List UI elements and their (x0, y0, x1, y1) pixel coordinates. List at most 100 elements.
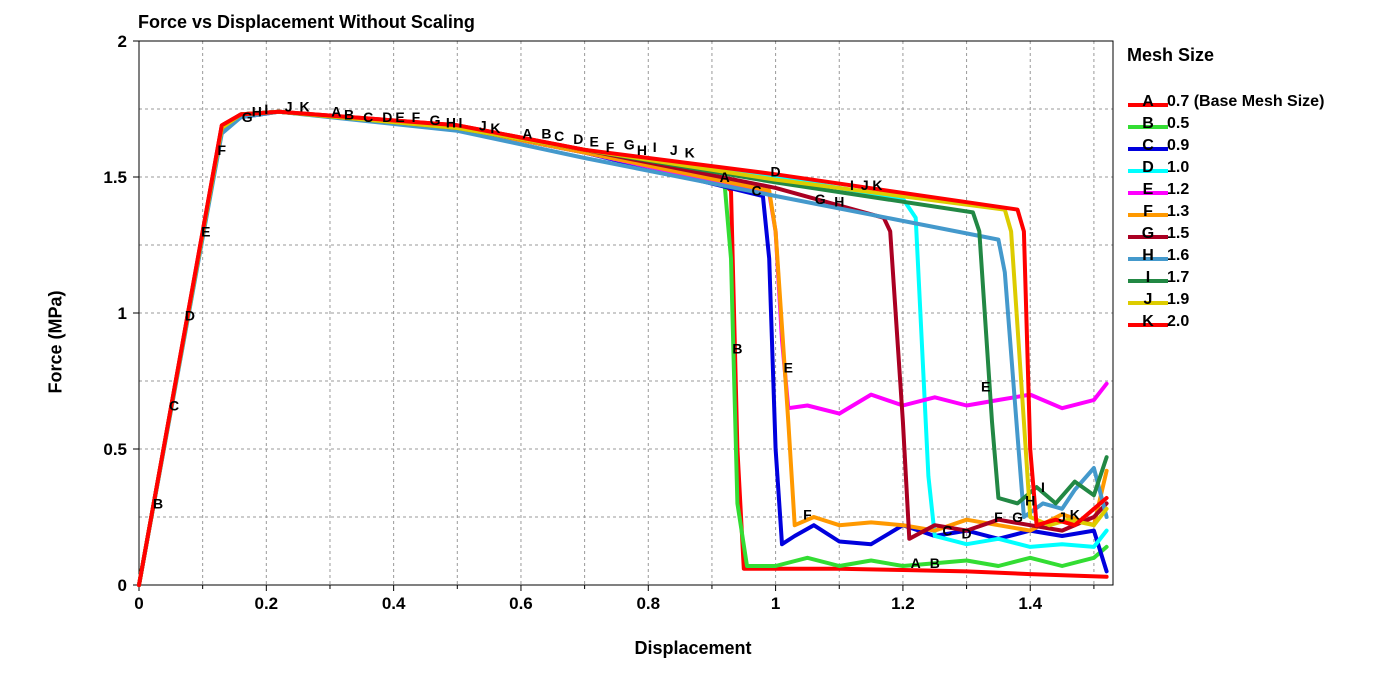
series-marker-k: K (1070, 506, 1080, 522)
series-marker-d: D (771, 164, 781, 180)
series-marker-j: J (861, 177, 869, 193)
series-marker-c: C (751, 183, 761, 199)
series-marker-a: A (720, 169, 730, 185)
series-marker-h: H (637, 142, 647, 158)
y-tick-label: 0 (118, 576, 127, 595)
x-tick-label: 0.8 (636, 594, 660, 613)
series-marker-j: J (670, 142, 678, 158)
legend-label-i: 1.7 (1167, 269, 1189, 286)
series-marker-g: G (815, 191, 826, 207)
series-marker-f: F (606, 139, 615, 155)
series-marker-f: F (217, 142, 226, 158)
series-marker-f: F (803, 506, 812, 522)
series-marker-g: G (242, 109, 253, 125)
series-marker-d: D (962, 525, 972, 541)
series-marker-h: H (252, 104, 262, 120)
series-marker-j: J (285, 98, 293, 114)
series-marker-c: C (363, 109, 373, 125)
legend-letter-c: C (1142, 137, 1154, 154)
series-line-k (137, 109, 1109, 587)
series-marker-i: I (264, 101, 268, 117)
series-line-d (137, 109, 1109, 587)
series-marker-a: A (522, 125, 532, 141)
y-tick-label: 1.5 (103, 168, 127, 187)
legend-label-k: 2.0 (1167, 313, 1189, 330)
x-axis-label: Displacement (634, 638, 752, 658)
series-marker-k: K (872, 177, 882, 193)
series-marker-e: E (589, 134, 598, 150)
series-marker-d: D (382, 109, 392, 125)
series-marker-h: H (834, 193, 844, 209)
legend-letter-k: K (1142, 313, 1154, 330)
legend-letter-j: J (1144, 291, 1153, 308)
series-marker-f: F (994, 509, 1003, 525)
x-tick-label: 1 (771, 594, 780, 613)
legend-letter-b: B (1142, 115, 1154, 132)
series-marker-j: J (1058, 509, 1066, 525)
series-marker-g: G (1012, 509, 1023, 525)
series-line-g (137, 109, 1109, 587)
series-marker-j: J (479, 117, 487, 133)
legend-letter-i: I (1146, 269, 1150, 286)
series-marker-c: C (554, 128, 564, 144)
series-marker-i: I (1041, 479, 1045, 495)
series-marker-k: K (490, 120, 500, 136)
chart-title: Force vs Displacement Without Scaling (138, 12, 475, 32)
series-marker-e: E (784, 359, 793, 375)
legend-letter-a: A (1142, 93, 1154, 110)
series-marker-e: E (981, 378, 990, 394)
series-marker-b: B (541, 125, 551, 141)
grid (139, 41, 1113, 585)
series-marker-e: E (201, 223, 210, 239)
series-line-h (137, 109, 1109, 587)
legend-label-f: 1.3 (1167, 203, 1189, 220)
series-marker-d: D (185, 308, 195, 324)
series-line-c (137, 109, 1109, 587)
legend-label-h: 1.6 (1167, 247, 1189, 264)
series-marker-g: G (430, 112, 441, 128)
series-marker-k: K (299, 98, 309, 114)
y-tick-label: 0.5 (103, 440, 127, 459)
series-line-a (137, 109, 1109, 587)
legend: A 0.7 (Base Mesh Size) B 0.5 C 0.9 D 1.0 E 1.2 F 1.… (1128, 93, 1324, 330)
series-marker-i: I (653, 139, 657, 155)
series-marker-b: B (732, 340, 742, 356)
series-marker-e: E (395, 109, 404, 125)
series-marker-a: A (331, 104, 341, 120)
series-marker-i: I (850, 177, 854, 193)
legend-label-e: 1.2 (1167, 181, 1189, 198)
legend-letter-g: G (1142, 225, 1154, 242)
series-lines (137, 109, 1109, 587)
legend-letter-e: E (1143, 181, 1154, 198)
series-marker-c: C (169, 397, 179, 413)
legend-label-g: 1.5 (1167, 225, 1189, 242)
x-tick-label: 0.6 (509, 594, 533, 613)
legend-title: Mesh Size (1127, 45, 1215, 65)
series-marker-h: H (1025, 493, 1035, 509)
legend-label-c: 0.9 (1167, 137, 1189, 154)
series-marker-b: B (344, 106, 354, 122)
legend-label-j: 1.9 (1167, 291, 1189, 308)
x-tick-label: 1.4 (1018, 594, 1042, 613)
legend-label-b: 0.5 (1167, 115, 1189, 132)
series-marker-k: K (685, 145, 695, 161)
x-tick-label: 0 (134, 594, 143, 613)
series-marker-d: D (573, 131, 583, 147)
series-marker-c: C (942, 523, 952, 539)
series-marker-b: B (930, 555, 940, 571)
series-line-i (137, 109, 1109, 587)
series-line-j (137, 109, 1109, 587)
series-marker-i: I (459, 115, 463, 131)
legend-letter-h: H (1142, 247, 1154, 264)
series-line-f (137, 109, 1109, 587)
x-tick-label: 1.2 (891, 594, 915, 613)
legend-label-d: 1.0 (1167, 159, 1189, 176)
x-tick-label: 0.4 (382, 594, 406, 613)
legend-letter-f: F (1143, 203, 1153, 220)
legend-label-a: 0.7 (Base Mesh Size) (1167, 93, 1324, 110)
series-marker-b: B (153, 495, 163, 511)
x-tick-label: 0.2 (254, 594, 278, 613)
series-marker-f: F (412, 109, 421, 125)
